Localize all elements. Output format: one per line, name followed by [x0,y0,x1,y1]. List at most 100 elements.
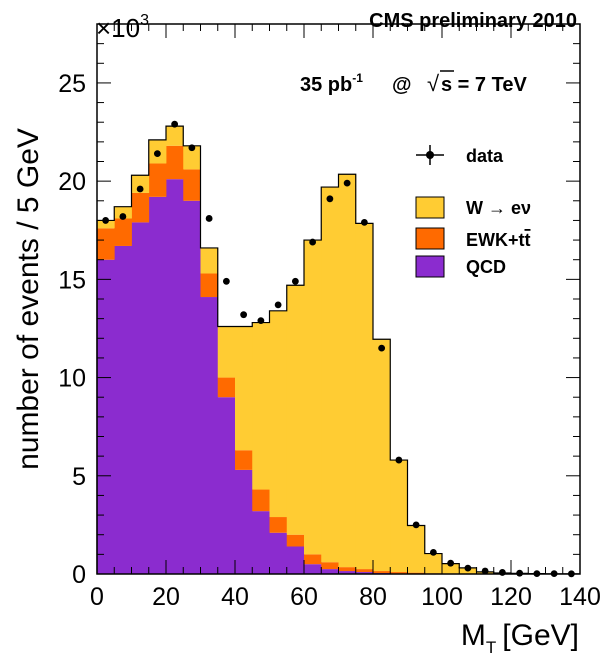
axis-ticks [96,23,581,575]
bar-w-15 [355,223,374,570]
bar-w-1 [114,206,132,219]
bar-ewk-12 [304,554,322,565]
y-tick-label-15: 15 [58,266,86,294]
data-point-1 [119,213,127,220]
data-point-2 [136,185,144,193]
y-tick-label-10: 10 [58,365,86,393]
bar-ewk-14 [338,567,357,572]
data-point-12 [309,238,317,246]
y-axis-label: number of events / 5 GeV [12,128,45,470]
data-point-20 [447,559,455,567]
bar-w-16 [373,339,391,572]
bar-w-0 [97,220,115,229]
x-tick-label-80: 80 [359,583,387,611]
stacked-histogram [97,126,581,575]
data-point-11 [291,277,299,285]
bar-w-5 [183,145,201,170]
legend-data-marker [416,145,444,165]
bar-w-7 [217,326,236,378]
data-point-10 [274,301,282,309]
bar-w-14 [338,174,357,568]
legend-w-label: W → eν [466,198,531,218]
bar-ewk-11 [286,534,305,547]
legend: data W → eν EWK+tt QCD [415,145,531,278]
bar-w-17 [390,460,408,573]
luminosity-label: 35 pb-1 @ √ s = 7 TeV [300,70,527,96]
y-tick-label-5: 5 [72,463,86,491]
bar-qcd-4 [166,179,184,574]
bar-ewk-2 [131,192,150,223]
data-points [102,120,575,578]
bar-w-11 [286,285,305,535]
x-tick-label-60: 60 [290,583,318,611]
bar-qcd-13 [321,569,339,574]
bar-ewk-1 [114,218,132,246]
bar-ewk-8 [235,450,253,470]
x-tick-label-20: 20 [152,583,180,611]
bar-qcd-1 [114,245,132,574]
tick-labels: 0 20 40 60 80 100 120 140 0 5 10 15 20 25 [58,70,601,611]
data-point-16 [378,344,386,352]
bar-ewk-0 [97,228,115,260]
bar-ewk-9 [252,489,270,512]
bar-qcd-3 [148,196,167,575]
data-point-24 [516,569,524,577]
data-point-18 [412,521,420,529]
x-tick-label-140: 140 [559,583,601,611]
data-point-7 [222,277,230,285]
y-multiplier: ×103 [96,12,149,43]
bar-ewk-18 [407,572,426,574]
bar-ewk-15 [355,569,374,573]
data-point-21 [464,564,472,572]
data-point-8 [240,311,248,319]
bar-ewk-4 [166,145,184,180]
bar-w-6 [200,247,219,274]
y-tick-label-25: 25 [58,70,86,98]
bar-qcd-8 [235,469,253,574]
data-point-6 [205,215,213,222]
y-tick-label-20: 20 [58,168,86,196]
bar-w-19 [424,553,443,574]
data-point-19 [429,548,437,556]
bar-qcd-12 [304,564,322,574]
data-point-22 [481,567,489,575]
x-tick-label-100: 100 [421,583,463,611]
bar-ewk-10 [269,517,288,533]
data-point-4 [171,120,179,128]
legend-qcd-swatch [415,255,445,278]
data-point-0 [102,217,110,224]
x-tick-label-40: 40 [221,583,249,611]
svg-text:s = 7 TeV: s = 7 TeV [441,74,527,96]
data-point-9 [257,317,265,325]
bar-ewk-16 [373,571,391,574]
data-point-17 [395,456,403,464]
bar-ewk-7 [217,377,236,398]
bar-qcd-10 [269,532,288,574]
legend-qcd-label: QCD [466,257,506,277]
legend-data-label: data [466,146,504,166]
data-point-23 [498,569,506,576]
legend-ewk-swatch [415,227,445,250]
bar-ewk-17 [390,572,408,574]
legend-w-swatch [415,196,445,219]
x-axis-label: MT [GeV] [461,619,579,657]
experiment-label: CMS preliminary 2010 [369,10,577,32]
svg-text:@: @ [392,74,412,96]
bar-qcd-6 [200,297,219,574]
bar-w-12 [304,240,322,555]
legend-ewk-label: EWK+tt [466,230,531,250]
bar-ewk-5 [183,169,201,201]
bar-w-8 [235,326,253,451]
svg-text:√: √ [427,71,440,96]
bar-w-9 [252,322,270,490]
bar-ewk-6 [200,273,219,298]
bar-qcd-11 [286,546,305,574]
bar-w-13 [321,187,339,563]
bar-qcd-2 [131,222,150,574]
bar-w-18 [407,525,426,573]
data-point-13 [326,195,334,203]
y-tick-label-0: 0 [72,561,86,589]
bar-qcd-7 [217,397,236,574]
bar-w-10 [269,310,288,518]
bar-qcd-5 [183,200,201,575]
